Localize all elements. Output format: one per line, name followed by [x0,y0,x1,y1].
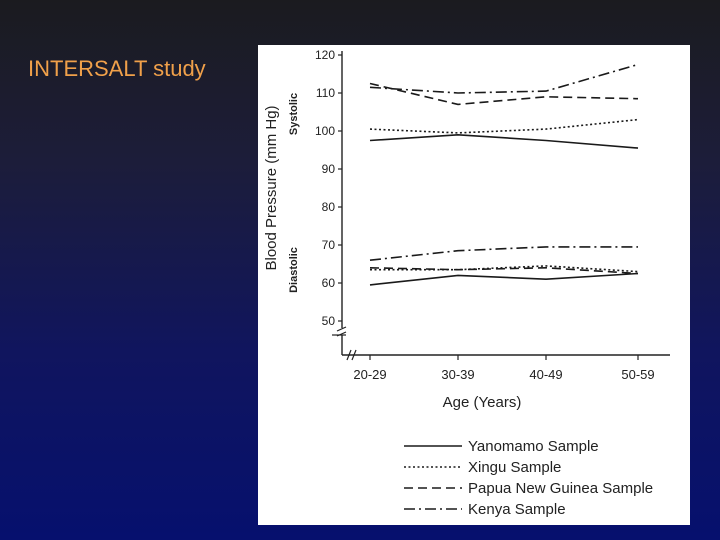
x-axis-title: Age (Years) [443,394,522,411]
legend-label: Yanomamo Sample [468,438,599,455]
y-axis-break-mark [336,326,347,332]
x-tick-label: 40-49 [529,367,562,382]
series-line-dotted-diastolic [370,265,639,273]
series-line-dashed-diastolic [369,266,639,275]
series-line-solid-diastolic [369,272,639,286]
diastolic-label: Diastolic [288,247,300,293]
blood-pressure-chart: 50 60 70 80 90 100 110 120 20-29 30-39 40-49 50-59 A… [263,48,670,518]
slide-title: INTERSALT study [28,56,206,81]
y-tick-label: 120 [315,48,335,62]
y-tick-label: 110 [316,86,335,100]
y-tick-label: 60 [322,276,336,290]
series-line-dashed-systolic [369,82,639,106]
x-tick-label: 30-39 [441,367,474,382]
y-tick-label: 70 [322,238,336,252]
series-line-dashdot-diastolic [369,246,638,261]
x-tick-label: 20-29 [353,367,386,382]
y-tick-label: 100 [315,124,335,138]
y-tick-label: 80 [322,200,336,214]
legend-label: Xingu Sample [468,459,561,476]
x-axis-break-mark [351,349,357,361]
x-tick-label: 50-59 [621,367,654,382]
series-line-dotted-systolic [369,118,639,134]
series-line-dashdot-systolic [369,63,639,94]
y-tick-label: 90 [322,162,336,176]
chart-figure: 50 60 70 80 90 100 110 120 20-29 30-39 40-49 50-59 A… [258,45,690,525]
legend-label: Papua New Guinea Sample [468,480,653,497]
y-axis-title: Blood Pressure (mm Hg) [263,105,280,270]
y-tick-label: 50 [322,314,336,328]
series-line-solid-systolic [369,133,639,149]
x-axis-break-mark [346,349,352,361]
systolic-label: Systolic [288,93,300,135]
legend-label: Kenya Sample [468,501,566,518]
